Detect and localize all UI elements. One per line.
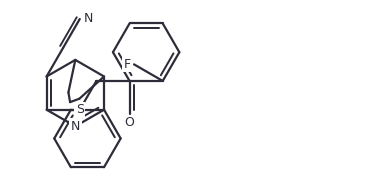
Text: S: S [76, 103, 84, 116]
Text: N: N [84, 13, 93, 25]
Text: N: N [71, 120, 80, 133]
Text: F: F [124, 58, 131, 71]
Text: O: O [125, 116, 135, 129]
